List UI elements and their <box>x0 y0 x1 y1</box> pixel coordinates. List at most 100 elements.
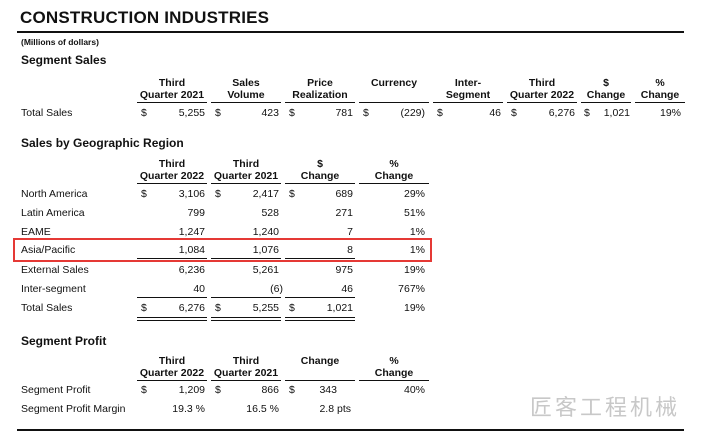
value-cell: 6,236 <box>178 264 205 276</box>
row-label: North America <box>21 188 88 200</box>
value-cell: 19% <box>403 264 425 276</box>
highlight-box <box>13 238 432 262</box>
double-underline <box>137 320 207 321</box>
total-underline <box>137 297 207 298</box>
dollar-sign: $ <box>289 107 295 119</box>
profit-heading: Segment Profit <box>21 334 107 348</box>
col-header: Third Quarter 2022 <box>139 355 205 379</box>
dollar-sign: $ <box>141 384 147 396</box>
double-underline <box>285 320 355 321</box>
dollar-sign: $ <box>437 107 443 119</box>
value-cell: 29% <box>403 188 425 200</box>
row-label: Inter-segment <box>21 283 86 295</box>
double-underline <box>137 317 207 318</box>
value-cell: 767% <box>398 283 425 295</box>
total-underline <box>285 297 355 298</box>
row-label: Total Sales <box>21 302 73 314</box>
value-cell: 1,076 <box>252 244 279 256</box>
header-underline <box>285 380 355 381</box>
col-header: Third Quarter 2022 <box>509 77 575 101</box>
col-header: Change <box>300 355 340 367</box>
row-label: Total Sales <box>21 107 73 119</box>
value-cell: 1,247 <box>178 226 205 238</box>
value-cell: 19.3 % <box>172 403 205 415</box>
value-cell: 8 <box>347 244 353 256</box>
value-cell: 19% <box>403 302 425 314</box>
dollar-sign: $ <box>584 107 590 119</box>
header-underline <box>137 380 207 381</box>
double-underline <box>211 317 281 318</box>
header-underline <box>507 102 577 103</box>
col-header: Third Quarter 2022 <box>139 158 205 182</box>
double-underline <box>211 320 281 321</box>
double-underline <box>285 317 355 318</box>
header-underline <box>211 380 281 381</box>
value-cell: 5,255 <box>178 107 205 119</box>
header-underline <box>211 183 281 184</box>
col-header: Third Quarter 2021 <box>213 158 279 182</box>
value-cell: 40% <box>403 384 425 396</box>
dollar-sign: $ <box>141 188 147 200</box>
value-cell: 781 <box>335 107 353 119</box>
geo-heading: Sales by Geographic Region <box>21 136 184 150</box>
col-header: Currency <box>370 77 418 89</box>
dollar-sign: $ <box>215 384 221 396</box>
segment-sales-heading: Segment Sales <box>21 53 107 67</box>
header-underline <box>635 102 685 103</box>
dollar-sign: $ <box>289 384 295 396</box>
value-cell: (229) <box>400 107 425 119</box>
header-underline <box>137 102 207 103</box>
value-cell: 40 <box>193 283 205 295</box>
col-header: Price Realization <box>292 77 348 101</box>
value-cell: 1,209 <box>178 384 205 396</box>
dollar-sign: $ <box>289 188 295 200</box>
row-label: External Sales <box>21 264 89 276</box>
col-header: Third Quarter 2021 <box>139 77 205 101</box>
top-rule <box>17 31 684 33</box>
value-cell: 423 <box>261 107 279 119</box>
value-cell: 1,084 <box>178 244 205 256</box>
value-cell: 46 <box>341 283 353 295</box>
value-cell: (6) <box>270 283 283 295</box>
bottom-rule <box>17 429 684 431</box>
dollar-sign: $ <box>363 107 369 119</box>
dollar-sign: $ <box>141 107 147 119</box>
dollar-sign: $ <box>289 302 295 314</box>
col-header: Inter- Segment <box>445 77 491 101</box>
value-cell: 5,261 <box>252 264 279 276</box>
value-cell: 46 <box>489 107 501 119</box>
value-cell: 1,021 <box>326 302 353 314</box>
row-label: Latin America <box>21 207 85 219</box>
value-cell: 1% <box>409 244 425 256</box>
row-label: EAME <box>21 226 51 238</box>
row-label: Segment Profit <box>21 384 91 396</box>
value-cell: 6,276 <box>178 302 205 314</box>
col-header: $ Change <box>586 77 626 101</box>
value-cell: 1,021 <box>603 107 630 119</box>
col-header: Sales Volume <box>227 77 265 101</box>
row-label: Asia/Pacific <box>21 244 76 256</box>
header-underline <box>359 380 429 381</box>
value-cell: 866 <box>261 384 279 396</box>
value-cell: 689 <box>335 188 353 200</box>
value-cell: 5,255 <box>252 302 279 314</box>
col-header: % Change <box>374 158 414 182</box>
total-underline <box>211 297 281 298</box>
header-underline <box>285 183 355 184</box>
watermark: 匠客工程机械 <box>529 396 680 421</box>
header-underline <box>211 102 281 103</box>
value-cell: 3,106 <box>178 188 205 200</box>
value-cell: 343 <box>319 384 337 396</box>
value-cell: 19% <box>659 107 681 119</box>
header-underline <box>359 102 429 103</box>
value-cell: 6,276 <box>548 107 575 119</box>
subtotal-underline <box>285 258 355 259</box>
header-underline <box>137 183 207 184</box>
header-underline <box>359 183 429 184</box>
value-cell: 2,417 <box>252 188 279 200</box>
header-underline <box>433 102 503 103</box>
value-cell: 975 <box>335 264 353 276</box>
report-title: CONSTRUCTION INDUSTRIES <box>20 8 270 27</box>
header-underline <box>581 102 631 103</box>
dollar-sign: $ <box>215 302 221 314</box>
